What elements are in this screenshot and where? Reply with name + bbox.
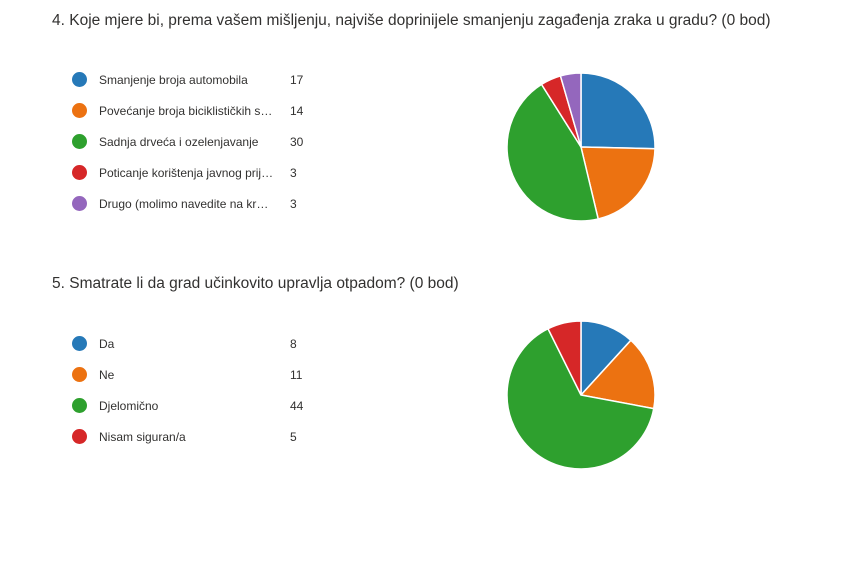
legend-swatch: [72, 398, 87, 413]
legend-swatch: [72, 134, 87, 149]
pie-slice-2: [579, 339, 656, 410]
legend-count: 14: [290, 103, 304, 118]
legend-item: Drugo (molimo navedite na kraj... 3: [72, 188, 320, 219]
question-4-legend: Smanjenje broja automobila 17 Povećanje …: [72, 64, 320, 219]
legend-item: Djelomično 44: [72, 390, 320, 421]
legend-label: Djelomično: [99, 398, 159, 413]
legend-label: Povećanje broja biciklističkih sta...: [99, 103, 274, 118]
legend-count: 30: [290, 134, 304, 149]
legend-swatch: [72, 336, 87, 351]
legend-swatch: [72, 429, 87, 444]
legend-label: Smanjenje broja automobila: [99, 72, 248, 87]
legend-swatch: [72, 196, 87, 211]
legend-swatch: [72, 367, 87, 382]
legend-item: Poticanje korištenja javnog prije... 3: [72, 157, 320, 188]
legend-item: Povećanje broja biciklističkih sta... 14: [72, 95, 320, 126]
question-4-pie-chart: [506, 72, 656, 222]
legend-swatch: [72, 165, 87, 180]
legend-label: Ne: [99, 367, 115, 382]
question-5-pie-chart: [506, 320, 656, 470]
legend-count: 3: [290, 196, 297, 211]
question-4-title: 4. Koje mjere bi, prema vašem mišljenju,…: [52, 12, 771, 29]
legend-count: 3: [290, 165, 297, 180]
pie-slice-3: [506, 327, 655, 470]
pie-slice-4: [547, 320, 582, 396]
legend-item: Nisam siguran/a 5: [72, 421, 320, 452]
pie-slice-5: [559, 72, 582, 148]
legend-label: Nisam siguran/a: [99, 429, 186, 444]
legend-item: Ne 11: [72, 359, 320, 390]
question-5-title: 5. Smatrate li da grad učinkovito upravl…: [52, 275, 459, 292]
pie-slice-3: [506, 83, 600, 222]
legend-count: 8: [290, 336, 297, 351]
legend-label: Da: [99, 336, 115, 351]
legend-label: Drugo (molimo navedite na kraj...: [99, 196, 274, 211]
legend-swatch: [72, 103, 87, 118]
legend-label: Poticanje korištenja javnog prije...: [99, 165, 274, 180]
legend-item: Smanjenje broja automobila 17: [72, 64, 320, 95]
pie-slice-2: [580, 146, 656, 220]
pie-slice-1: [580, 72, 656, 150]
legend-item: Sadnja drveća i ozelenjavanje 30: [72, 126, 320, 157]
legend-count: 44: [290, 398, 304, 413]
legend-count: 11: [290, 367, 303, 382]
legend-swatch: [72, 72, 87, 87]
legend-count: 5: [290, 429, 297, 444]
legend-count: 17: [290, 72, 304, 87]
legend-label: Sadnja drveća i ozelenjavanje: [99, 134, 259, 149]
question-5-legend: Da 8 Ne 11 Djelomično 44 Nisam siguran/a…: [72, 328, 320, 452]
legend-item: Da 8: [72, 328, 320, 359]
